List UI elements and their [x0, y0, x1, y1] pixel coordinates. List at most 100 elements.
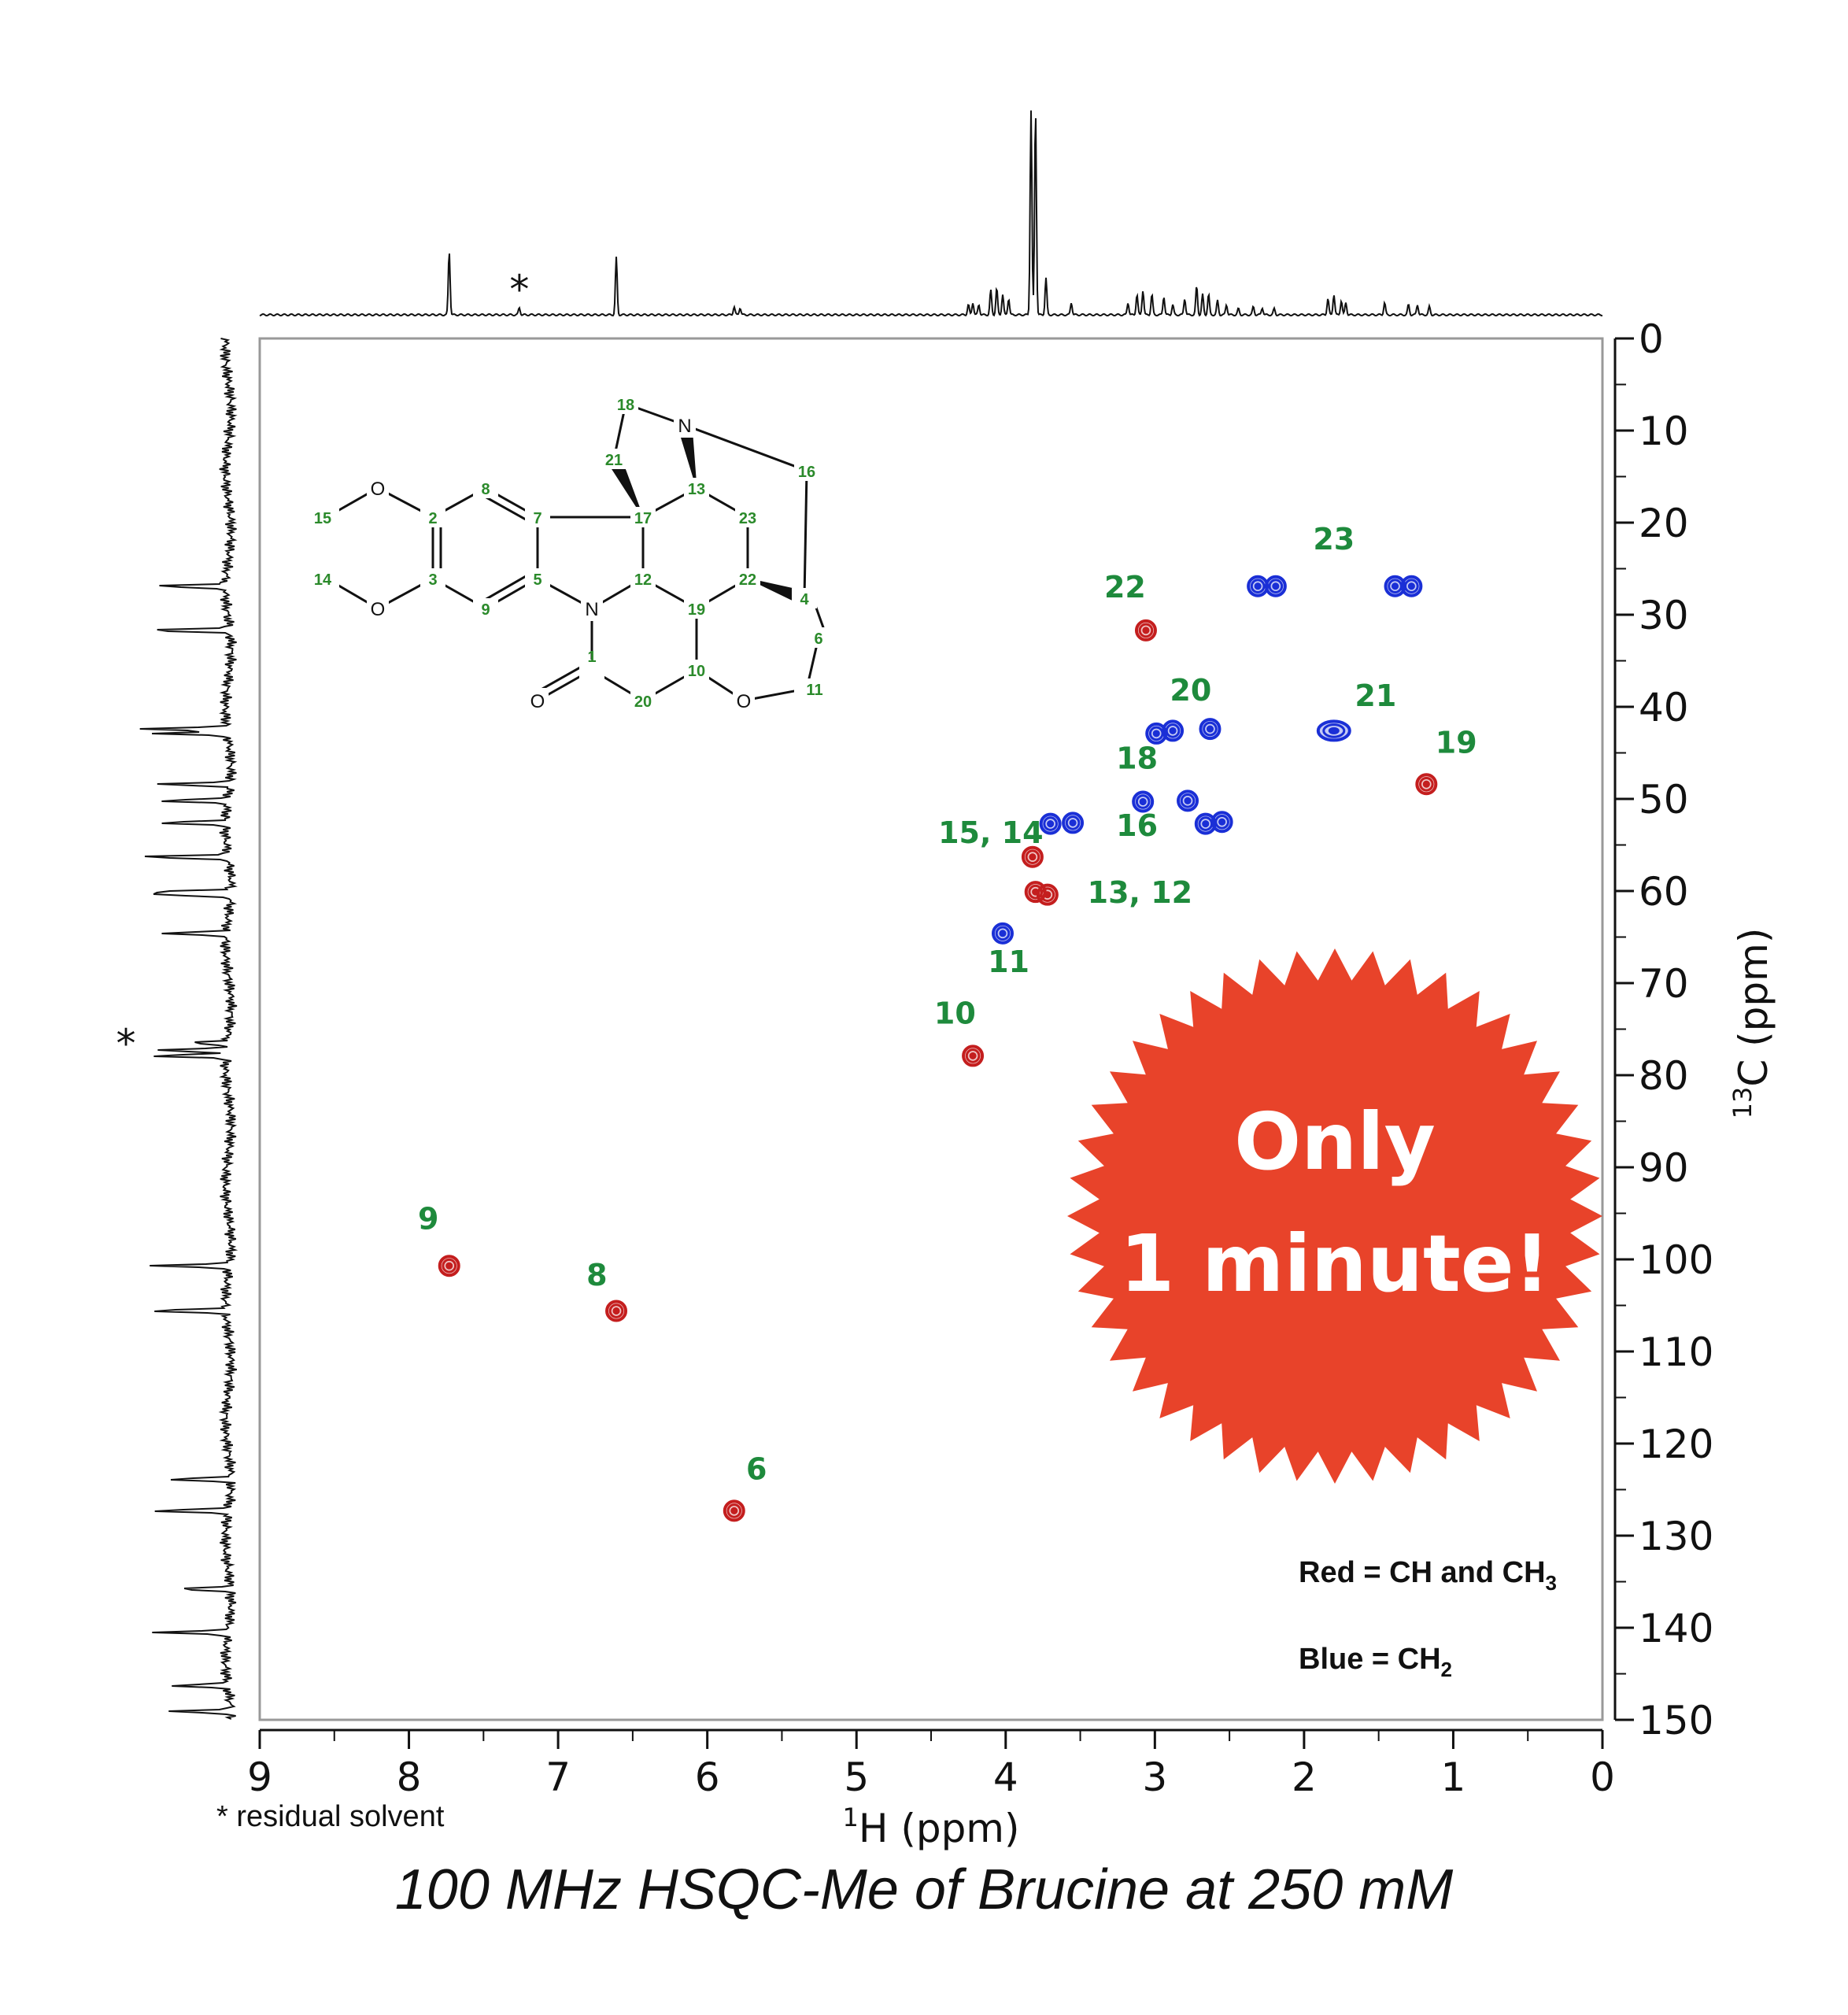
structure-label-mask [473, 478, 498, 498]
structure-label-mask [420, 507, 445, 527]
structure-label-mask [684, 478, 709, 498]
legend-blue-text: Blue = CH [1299, 1643, 1441, 1676]
structure-number-label: 14 [314, 571, 332, 589]
y-tick-label: 50 [1639, 777, 1689, 823]
chart-title: 100 MHz HSQC-Me of Brucine at 250 mM [395, 1858, 1453, 1921]
cross-peak-ch2 [1132, 790, 1155, 813]
cross-peak-ch-ch3 [438, 1255, 460, 1277]
structure-bond [803, 470, 808, 599]
structure-number-label: 20 [634, 693, 652, 711]
structure-label-mask [794, 460, 819, 481]
cross-peak-ch-ch3 [1021, 845, 1044, 868]
x-tick-label: 1 [1441, 1754, 1466, 1800]
legend-red-text: Red = CH and CH [1299, 1556, 1546, 1589]
structure-number-label: 1 [587, 649, 596, 666]
structure-atom-mask [367, 596, 389, 621]
peak-label: 16 [1116, 808, 1158, 843]
cross-peak-ch2 [1145, 722, 1168, 745]
cross-peak-ch2 [1062, 812, 1085, 834]
carbon-1d-trace [139, 338, 238, 1720]
legend-blue: Blue = CH2 [1299, 1643, 1452, 1681]
x-tick-label: 3 [1142, 1754, 1167, 1800]
structure-label-mask [314, 568, 339, 589]
peak-label: 13, 12 [1088, 875, 1192, 910]
peak-label: 9 [418, 1201, 438, 1236]
badge-line-1: Only [1234, 1096, 1436, 1188]
structure-number-label: 5 [533, 571, 541, 589]
cross-peak-ch2 [1199, 718, 1222, 741]
structure-atom-mask [733, 688, 755, 713]
cross-peak-ch2 [1400, 575, 1423, 597]
peak-label: 8 [586, 1258, 607, 1292]
plot-frame [258, 337, 1604, 1721]
cross-peak-ch-ch3 [723, 1499, 745, 1522]
cross-peak-ch-ch3 [962, 1044, 985, 1067]
peak-label: 22 [1104, 570, 1146, 604]
peak-label: 21 [1355, 678, 1396, 713]
structure-label-mask [579, 660, 604, 680]
cross-peak-ch-ch3 [1134, 619, 1157, 641]
structure-number-label: 21 [605, 452, 623, 469]
y-tick-label: 100 [1639, 1237, 1713, 1283]
structure-number-label: 13 [688, 481, 705, 498]
structure-label-mask [630, 568, 656, 589]
x-tick-label: 7 [545, 1754, 571, 1800]
structure-label-mask [735, 568, 760, 589]
structure-label-mask [630, 507, 656, 527]
structure-bond [684, 423, 808, 472]
structure-number-label: 23 [739, 510, 756, 527]
structure-atom-mask [527, 688, 549, 713]
structure-number-label: 9 [481, 601, 490, 619]
structure-label-mask [525, 507, 550, 527]
x-tick-label: 8 [397, 1754, 422, 1800]
structure-atom: O [737, 691, 752, 712]
structure-label-mask [314, 507, 339, 527]
structure-number-label: 15 [314, 510, 331, 527]
y-axis: 0 10 20 30 40 50 60 70 80 90 100 110 120 130 140 150 [1613, 316, 1713, 1743]
badge-line-2: 1 minute! [1120, 1218, 1550, 1310]
structure-number-label: 16 [798, 464, 815, 481]
carbon-solvent-marker: * [116, 1021, 136, 1067]
structure-atom: O [371, 599, 386, 620]
structure-number-label: 8 [481, 481, 490, 498]
cross-peak-ch2 [1177, 789, 1199, 812]
cross-peak-ch-ch3 [605, 1300, 628, 1322]
cross-peaks [438, 575, 1438, 1522]
structure-atom-mask [367, 475, 389, 501]
structure-number-label: 10 [688, 663, 705, 680]
cross-peak-ch-ch3 [1415, 773, 1438, 796]
x-axis: 9 8 7 6 5 4 3 2 1 0 [247, 1728, 1615, 1800]
carbon-projection [139, 338, 238, 1720]
y-tick-label: 90 [1639, 1145, 1689, 1191]
y-tick-label: 120 [1639, 1422, 1713, 1467]
y-axis-label-main: C (ppm) [1731, 928, 1776, 1087]
badge-starburst [1067, 948, 1602, 1484]
peak-label: 6 [746, 1452, 767, 1487]
structure-number-label: 12 [634, 571, 652, 589]
cross-peak-ch2 [1162, 719, 1185, 742]
y-tick-label: 110 [1639, 1329, 1713, 1375]
cross-peak-ch2 [1264, 575, 1287, 597]
structure-number-label: 6 [814, 630, 822, 648]
x-axis-label-main: H (ppm) [859, 1806, 1020, 1851]
peak-label: 20 [1170, 673, 1211, 708]
y-tick-label: 10 [1639, 409, 1689, 454]
x-tick-label: 0 [1590, 1754, 1615, 1800]
only-one-minute-badge: Only 1 minute! [1067, 948, 1602, 1484]
y-tick-label: 80 [1639, 1053, 1689, 1099]
peak-label: 10 [934, 996, 976, 1030]
structure-label-mask [420, 568, 445, 589]
structure-atom: O [530, 691, 545, 712]
proton-projection [259, 110, 1603, 317]
structure-number-label: 11 [806, 682, 822, 699]
peak-label: 23 [1313, 522, 1355, 556]
y-axis-label-sup: 13 [1728, 1087, 1757, 1119]
structure-label-mask [684, 660, 709, 680]
proton-1d-trace [259, 110, 1603, 317]
x-tick-label: 5 [844, 1754, 869, 1800]
legend-red-subscript: 3 [1546, 1571, 1557, 1595]
structure-atom: N [678, 416, 691, 437]
